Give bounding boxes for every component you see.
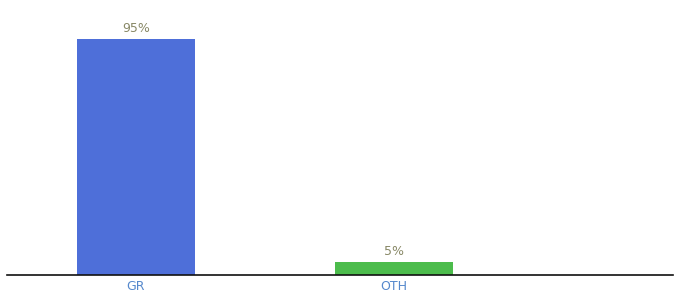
Text: 95%: 95% — [122, 22, 150, 35]
Bar — [335, 262, 453, 274]
Text: 5%: 5% — [384, 245, 404, 258]
Bar — [77, 39, 195, 274]
